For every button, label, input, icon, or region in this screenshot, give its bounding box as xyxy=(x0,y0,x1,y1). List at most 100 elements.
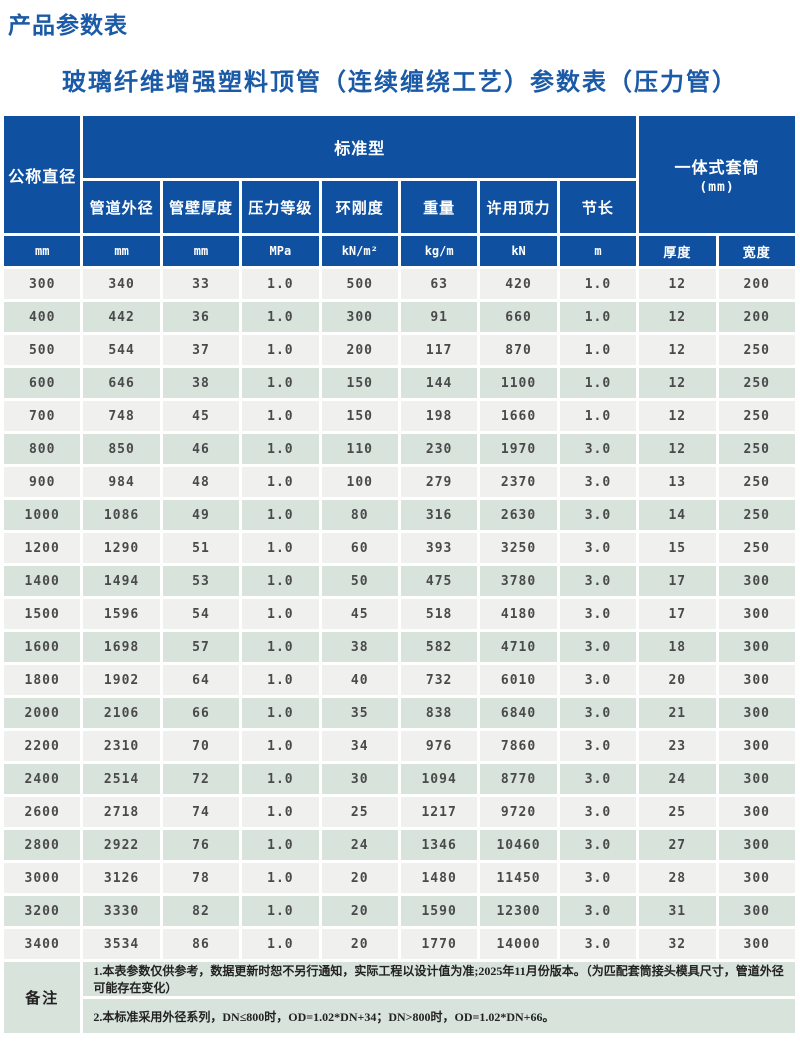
cell: 3.0 xyxy=(559,863,637,893)
cell: 14000 xyxy=(480,929,557,959)
cell: 1660 xyxy=(480,401,557,431)
cell: 72 xyxy=(162,764,240,794)
cell: 1200 xyxy=(4,533,81,563)
cell: 2718 xyxy=(83,797,160,827)
cell: 1000 xyxy=(4,500,81,530)
cell: 646 xyxy=(83,368,160,398)
cell: 100 xyxy=(321,467,398,497)
cell: 1094 xyxy=(400,764,478,794)
cell: 1.0 xyxy=(242,335,319,365)
header-sleeve-width: 宽度 xyxy=(718,236,795,266)
cell: 900 xyxy=(4,467,81,497)
cell: 850 xyxy=(83,434,160,464)
cell: 31 xyxy=(639,896,716,926)
cell: 86 xyxy=(162,929,240,959)
cell: 1.0 xyxy=(242,830,319,860)
table-row: 3400 3534 86 1.0 20 1770 14000 3.0 32 300 xyxy=(4,929,795,959)
cell: 250 xyxy=(718,335,795,365)
cell: 250 xyxy=(718,368,795,398)
table-row: 3000 3126 78 1.0 20 1480 11450 3.0 28 300 xyxy=(4,863,795,893)
cell: 300 xyxy=(718,863,795,893)
cell: 3250 xyxy=(480,533,557,563)
cell: 3.0 xyxy=(559,632,637,662)
cell: 300 xyxy=(718,896,795,926)
cell: 38 xyxy=(162,368,240,398)
table-row: 2800 2922 76 1.0 24 1346 10460 3.0 27 300 xyxy=(4,830,795,860)
cell: 110 xyxy=(321,434,398,464)
cell: 150 xyxy=(321,368,398,398)
remark-label: 备注 xyxy=(4,962,81,1033)
table-row: 2000 2106 66 1.0 35 838 6840 3.0 21 300 xyxy=(4,698,795,728)
cell: 3400 xyxy=(4,929,81,959)
cell: 2000 xyxy=(4,698,81,728)
cell: 76 xyxy=(162,830,240,860)
cell: 6010 xyxy=(480,665,557,695)
cell: 420 xyxy=(480,269,557,299)
sleeve-unit: (mm) xyxy=(699,180,735,195)
cell: 300 xyxy=(718,566,795,596)
cell: 57 xyxy=(162,632,240,662)
cell: 28 xyxy=(639,863,716,893)
header-group-standard-type: 标准型 xyxy=(83,116,637,178)
cell: 80 xyxy=(321,500,398,530)
cell: 3.0 xyxy=(559,764,637,794)
cell: 1.0 xyxy=(242,764,319,794)
cell: 54 xyxy=(162,599,240,629)
unit-kn: kN xyxy=(480,236,557,266)
table-row: 3200 3330 82 1.0 20 1590 12300 3.0 31 300 xyxy=(4,896,795,926)
cell: 500 xyxy=(321,269,398,299)
cell: 74 xyxy=(162,797,240,827)
cell: 63 xyxy=(400,269,478,299)
cell: 1970 xyxy=(480,434,557,464)
cell: 3.0 xyxy=(559,929,637,959)
table-row: 300 340 33 1.0 500 63 420 1.0 12 200 xyxy=(4,269,795,299)
cell: 500 xyxy=(4,335,81,365)
cell: 60 xyxy=(321,533,398,563)
unit-m: m xyxy=(559,236,637,266)
cell: 1500 xyxy=(4,599,81,629)
cell: 10460 xyxy=(480,830,557,860)
cell: 1800 xyxy=(4,665,81,695)
cell: 3330 xyxy=(83,896,160,926)
cell: 3.0 xyxy=(559,830,637,860)
cell: 3534 xyxy=(83,929,160,959)
cell: 27 xyxy=(639,830,716,860)
cell: 2106 xyxy=(83,698,160,728)
cell: 250 xyxy=(718,434,795,464)
table-row: 2200 2310 70 1.0 34 976 7860 3.0 23 300 xyxy=(4,731,795,761)
cell: 1.0 xyxy=(242,434,319,464)
table-row: 1000 1086 49 1.0 80 316 2630 3.0 14 250 xyxy=(4,500,795,530)
cell: 33 xyxy=(162,269,240,299)
cell: 2922 xyxy=(83,830,160,860)
cell: 23 xyxy=(639,731,716,761)
cell: 3.0 xyxy=(559,665,637,695)
cell: 12 xyxy=(639,434,716,464)
cell: 1400 xyxy=(4,566,81,596)
header-weight: 重量 xyxy=(400,181,478,233)
cell: 1.0 xyxy=(559,335,637,365)
cell: 1.0 xyxy=(559,401,637,431)
cell: 250 xyxy=(718,500,795,530)
cell: 20 xyxy=(321,896,398,926)
header-nominal-diameter: 公称直径 xyxy=(4,116,81,233)
cell: 11450 xyxy=(480,863,557,893)
cell: 600 xyxy=(4,368,81,398)
cell: 12300 xyxy=(480,896,557,926)
cell: 393 xyxy=(400,533,478,563)
cell: 12 xyxy=(639,269,716,299)
cell: 17 xyxy=(639,566,716,596)
cell: 3126 xyxy=(83,863,160,893)
cell: 34 xyxy=(321,731,398,761)
cell: 49 xyxy=(162,500,240,530)
cell: 1.0 xyxy=(242,533,319,563)
cell: 1217 xyxy=(400,797,478,827)
table-row: 1400 1494 53 1.0 50 475 3780 3.0 17 300 xyxy=(4,566,795,596)
cell: 870 xyxy=(480,335,557,365)
cell: 250 xyxy=(718,533,795,563)
cell: 250 xyxy=(718,467,795,497)
cell: 2800 xyxy=(4,830,81,860)
cell: 53 xyxy=(162,566,240,596)
cell: 45 xyxy=(321,599,398,629)
cell: 200 xyxy=(718,269,795,299)
cell: 582 xyxy=(400,632,478,662)
